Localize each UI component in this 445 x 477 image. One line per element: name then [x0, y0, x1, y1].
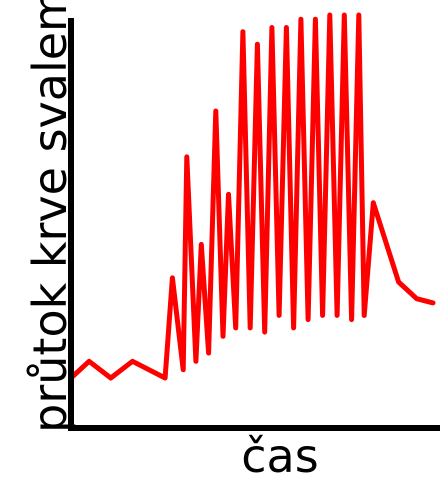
series-line-1 [68, 12, 436, 381]
y-axis-label: průtok krve svalem [23, 0, 77, 433]
plot-area [68, 12, 436, 381]
x-axis-label: čas [241, 429, 318, 477]
